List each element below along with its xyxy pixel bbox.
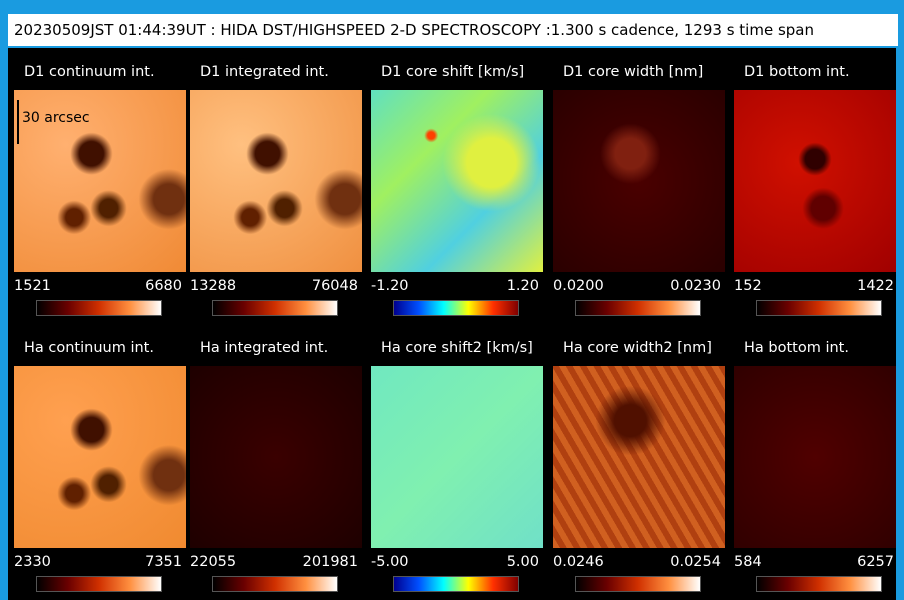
colorbar-max: 76048	[190, 278, 358, 294]
scale-label: 30 arcsec	[22, 110, 90, 126]
panel-title: Ha core width2 [nm]	[563, 340, 712, 356]
panel-image	[553, 90, 725, 272]
panel-image	[553, 366, 725, 548]
colorbar	[575, 300, 701, 316]
panel-title: D1 core width [nm]	[563, 64, 703, 80]
panel-title: Ha integrated int.	[200, 340, 328, 356]
colorbar	[393, 576, 519, 592]
panel-image	[734, 90, 896, 272]
colorbar-max: 0.0230	[553, 278, 721, 294]
colorbar-max: 6257	[734, 554, 894, 570]
colorbar	[36, 576, 162, 592]
colorbar	[756, 576, 882, 592]
colorbar-max: 7351	[14, 554, 182, 570]
panel-title: Ha core shift2 [km/s]	[381, 340, 533, 356]
panel-image	[371, 90, 543, 272]
colorbar	[212, 576, 338, 592]
colorbar-max: 6680	[14, 278, 182, 294]
app-window: 20230509JST 01:44:39UT : HIDA DST/HIGHSP…	[0, 0, 904, 600]
colorbar-max: 1422	[734, 278, 894, 294]
panel-image	[190, 90, 362, 272]
panel-title: D1 continuum int.	[24, 64, 155, 80]
panel-title: D1 integrated int.	[200, 64, 329, 80]
colorbar	[756, 300, 882, 316]
scale-bar	[17, 100, 19, 144]
panel-image	[190, 366, 362, 548]
panel-image	[371, 366, 543, 548]
panel-image	[14, 366, 186, 548]
colorbar	[36, 300, 162, 316]
panel-title: D1 core shift [km/s]	[381, 64, 524, 80]
colorbar-max: 0.0254	[553, 554, 721, 570]
panel-title: Ha continuum int.	[24, 340, 154, 356]
panel-title: D1 bottom int.	[744, 64, 850, 80]
colorbar-max: 201981	[190, 554, 358, 570]
colorbar-max: 5.00	[371, 554, 539, 570]
colorbar	[393, 300, 519, 316]
colorbar	[575, 576, 701, 592]
header-title: 20230509JST 01:44:39UT : HIDA DST/HIGHSP…	[8, 14, 898, 46]
panel-image	[734, 366, 896, 548]
colorbar	[212, 300, 338, 316]
colorbar-max: 1.20	[371, 278, 539, 294]
panel-title: Ha bottom int.	[744, 340, 849, 356]
